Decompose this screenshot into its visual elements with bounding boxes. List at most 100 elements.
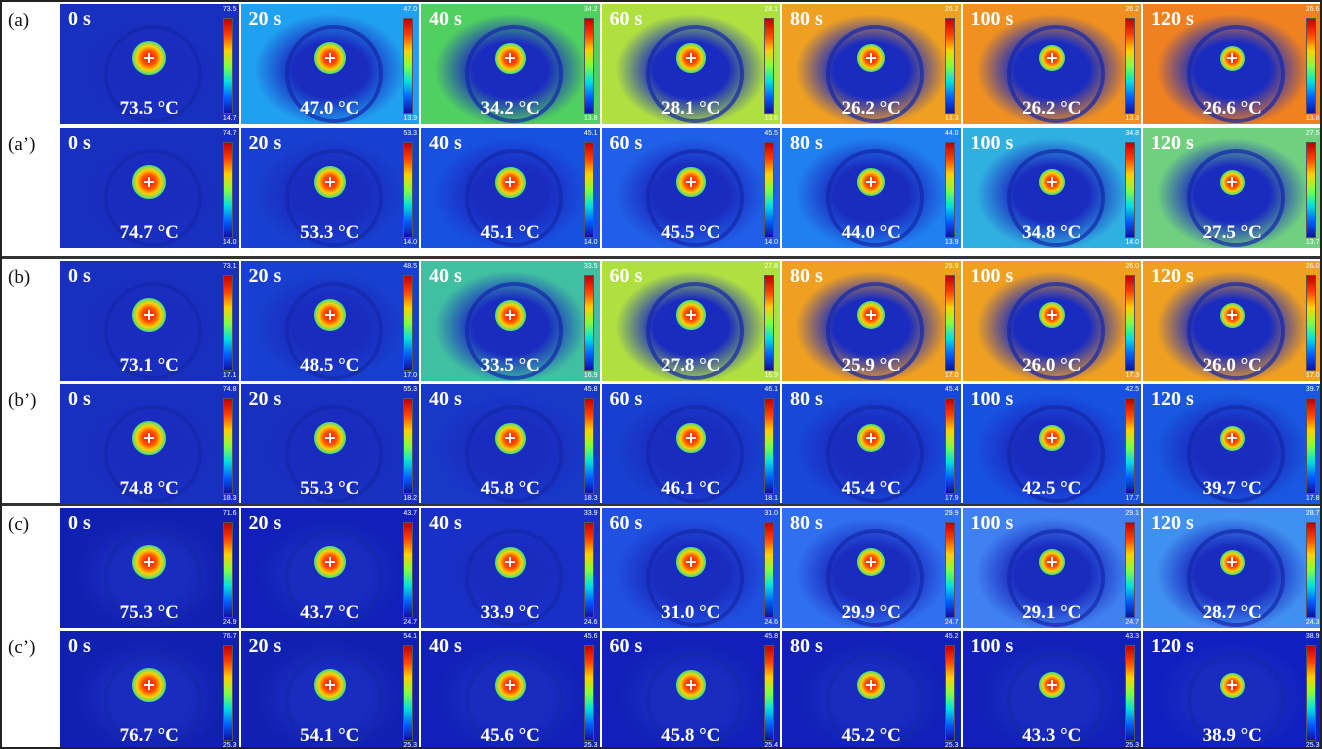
crosshair (148, 680, 150, 690)
temperature-label: 43.3 °C (963, 725, 1142, 747)
crosshair (870, 310, 872, 320)
time-label: 20 s (249, 512, 282, 535)
crosshair (329, 177, 331, 187)
crosshair (1051, 53, 1053, 63)
crosshair (329, 557, 331, 567)
crosshair (690, 177, 692, 187)
crosshair (329, 310, 331, 320)
temperature-label: 34.2 °C (421, 98, 600, 120)
thermal-image: 45.514.060 s45.5 °C (602, 128, 781, 248)
time-label: 0 s (68, 388, 91, 411)
time-label: 20 s (249, 8, 282, 31)
temperature-label: 38.9 °C (1143, 725, 1322, 747)
temperature-label: 73.1 °C (60, 355, 239, 377)
scale-max: 45.6 (584, 633, 598, 640)
crosshair (1051, 310, 1053, 320)
crosshair (870, 177, 872, 187)
time-label: 120 s (1151, 512, 1194, 535)
temperature-label: 27.5 °C (1143, 222, 1322, 244)
temperature-label: 45.6 °C (421, 725, 600, 747)
temperature-label: 25.9 °C (782, 355, 961, 377)
temperature-label: 74.8 °C (60, 478, 239, 500)
crosshair (1231, 557, 1233, 567)
time-label: 60 s (610, 265, 643, 288)
thermal-image: 45.825.460 s45.8 °C (602, 631, 781, 749)
scale-max: 45.1 (584, 130, 598, 137)
temperature-label: 53.3 °C (241, 222, 420, 244)
time-label: 60 s (610, 388, 643, 411)
temperature-label: 55.3 °C (241, 478, 420, 500)
crosshair (870, 53, 872, 63)
scale-max: 74.7 (223, 130, 237, 137)
thermal-image: 45.625.340 s45.6 °C (421, 631, 600, 749)
thermal-image: 47.013.920 s47.0 °C (241, 4, 420, 124)
crosshair (1051, 680, 1053, 690)
time-label: 0 s (68, 265, 91, 288)
thermal-image: 33.516.940 s33.5 °C (421, 261, 600, 381)
time-label: 100 s (971, 635, 1014, 658)
time-label: 60 s (610, 132, 643, 155)
time-label: 120 s (1151, 388, 1194, 411)
separator (2, 256, 1320, 259)
crosshair (148, 177, 150, 187)
crosshair (1231, 310, 1233, 320)
time-label: 120 s (1151, 8, 1194, 31)
temperature-label: 26.2 °C (963, 98, 1142, 120)
temperature-label: 26.0 °C (963, 355, 1142, 377)
thermal-image: 44.013.980 s44.0 °C (782, 128, 961, 248)
temperature-label: 47.0 °C (241, 98, 420, 120)
scale-max: 39.7 (1306, 386, 1320, 393)
time-label: 60 s (610, 635, 643, 658)
row-label: (b) (8, 267, 30, 289)
thermal-image: 76.725.30 s76.7 °C (60, 631, 239, 749)
scale-max: 27.5 (1306, 130, 1320, 137)
scale-max: 43.7 (403, 510, 417, 517)
scale-max: 45.8 (584, 386, 598, 393)
thermal-image: 48.517.020 s48.5 °C (241, 261, 420, 381)
temperature-label: 34.8 °C (963, 222, 1142, 244)
scale-max: 25.9 (945, 263, 959, 270)
temperature-label: 76.7 °C (60, 725, 239, 747)
scale-max: 29.9 (945, 510, 959, 517)
time-label: 120 s (1151, 265, 1194, 288)
time-label: 40 s (429, 132, 462, 155)
crosshair (870, 680, 872, 690)
thermal-image: 26.213.380 s26.2 °C (782, 4, 961, 124)
temperature-label: 43.7 °C (241, 602, 420, 624)
thermal-image: 43.724.720 s43.7 °C (241, 508, 420, 628)
time-label: 40 s (429, 388, 462, 411)
time-label: 60 s (610, 8, 643, 31)
thermal-image: 45.417.980 s45.4 °C (782, 384, 961, 504)
scale-max: 28.7 (1306, 510, 1320, 517)
time-label: 100 s (971, 388, 1014, 411)
crosshair (509, 433, 511, 443)
time-label: 120 s (1151, 132, 1194, 155)
thermal-image: 34.814.0100 s34.8 °C (963, 128, 1142, 248)
temperature-label: 45.2 °C (782, 725, 961, 747)
crosshair (1231, 177, 1233, 187)
thermal-image: 34.213.840 s34.2 °C (421, 4, 600, 124)
crosshair (690, 53, 692, 63)
thermal-image: 29.924.780 s29.9 °C (782, 508, 961, 628)
scale-max: 53.3 (403, 130, 417, 137)
time-label: 80 s (790, 388, 823, 411)
thermal-image: 73.117.10 s73.1 °C (60, 261, 239, 381)
scale-max: 33.5 (584, 263, 598, 270)
scale-max: 54.1 (403, 633, 417, 640)
time-label: 80 s (790, 265, 823, 288)
thermal-image: 45.114.040 s45.1 °C (421, 128, 600, 248)
temperature-label: 75.3 °C (60, 602, 239, 624)
time-label: 0 s (68, 8, 91, 31)
time-label: 20 s (249, 635, 282, 658)
thermal-image: 45.818.340 s45.8 °C (421, 384, 600, 504)
temperature-label: 44.0 °C (782, 222, 961, 244)
time-label: 100 s (971, 8, 1014, 31)
scale-max: 34.8 (1125, 130, 1139, 137)
row-label: (a’) (8, 134, 35, 156)
temperature-label: 46.1 °C (602, 478, 781, 500)
crosshair (1051, 177, 1053, 187)
crosshair (690, 557, 692, 567)
temperature-label: 45.4 °C (782, 478, 961, 500)
